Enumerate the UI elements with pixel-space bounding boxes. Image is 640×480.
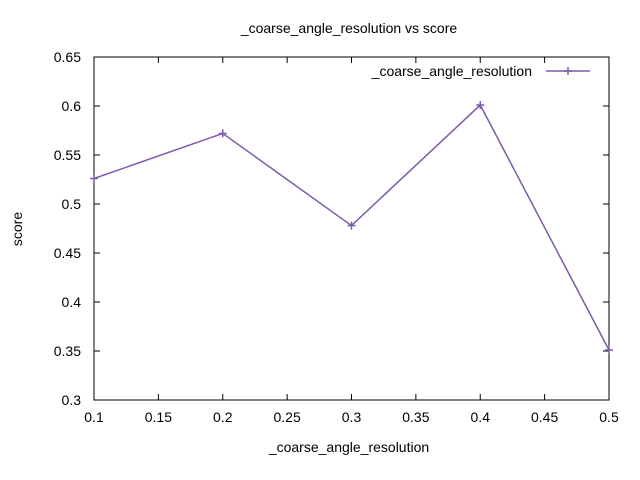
x-tick-label: 0.1 — [84, 409, 104, 425]
x-tick-label: 0.5 — [599, 409, 619, 425]
y-tick-label: 0.35 — [54, 343, 81, 359]
series-layer — [90, 101, 613, 355]
legend-point-marker — [564, 67, 572, 75]
y-tick-label: 0.6 — [62, 98, 82, 114]
legend-marker-series-1 — [564, 67, 572, 75]
y-tick-label: 0.55 — [54, 147, 81, 163]
legend-label-series-1: _coarse_angle_resolution — [371, 63, 532, 79]
data-point — [347, 221, 356, 230]
x-axis-ticks: 0.1 0.15 0.2 0.25 0.3 0.35 0.4 0.45 0.5 — [84, 57, 619, 425]
data-point — [218, 129, 227, 138]
y-tick-label: 0.45 — [54, 245, 81, 261]
y-tick-label: 0.65 — [54, 49, 81, 65]
legend: _coarse_angle_resolution — [371, 63, 590, 79]
x-tick-label: 0.3 — [342, 409, 362, 425]
data-point — [90, 174, 98, 183]
x-tick-label: 0.45 — [531, 409, 558, 425]
y-axis-label: score — [9, 212, 25, 246]
x-tick-label: 0.35 — [402, 409, 429, 425]
chart-title: _coarse_angle_resolution vs score — [240, 20, 458, 36]
data-point — [476, 101, 485, 110]
y-tick-label: 0.5 — [62, 196, 82, 212]
y-axis-ticks: 0.3 0.35 0.4 0.45 0.5 0.55 0.6 0.65 — [54, 49, 609, 408]
y-tick-label: 0.4 — [62, 294, 82, 310]
x-tick-label: 0.4 — [471, 409, 491, 425]
x-tick-label: 0.2 — [213, 409, 233, 425]
x-axis-label: _coarse_angle_resolution — [268, 439, 429, 455]
x-tick-label: 0.15 — [145, 409, 172, 425]
x-tick-label: 0.25 — [274, 409, 301, 425]
data-point — [605, 346, 613, 355]
y-tick-label: 0.3 — [62, 392, 82, 408]
